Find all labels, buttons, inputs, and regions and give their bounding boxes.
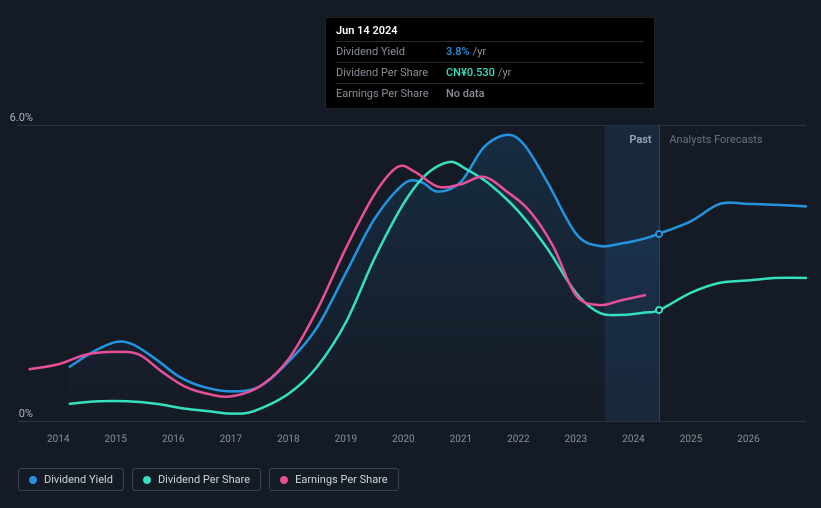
- tooltip-row-unit: /yr: [498, 65, 511, 81]
- x-axis-tick: 2024: [622, 434, 644, 445]
- x-axis-tick: 2018: [277, 434, 299, 445]
- tooltip-row-label: Dividend Yield: [336, 44, 446, 60]
- x-axis-tick: 2017: [220, 434, 242, 445]
- tooltip-row-value: CN¥0.530: [446, 65, 495, 81]
- x-axis-tick: 2015: [105, 434, 127, 445]
- legend-label: Earnings Per Share: [295, 473, 388, 486]
- legend-item-dividend_per_share[interactable]: Dividend Per Share: [132, 468, 261, 491]
- chart-plot-area[interactable]: [18, 125, 806, 421]
- chart-legend: Dividend Yield Dividend Per Share Earnings…: [18, 468, 399, 491]
- x-axis-tick: 2026: [737, 434, 759, 445]
- legend-item-earnings_per_share[interactable]: Earnings Per Share: [269, 468, 399, 491]
- chart-tooltip: Jun 14 2024 Dividend Yield3.8%/yrDividen…: [325, 17, 655, 109]
- legend-dot: [280, 476, 288, 484]
- tooltip-date: Jun 14 2024: [336, 24, 644, 37]
- series-marker-dividend_per_share: [655, 306, 663, 314]
- x-axis-tick: 2020: [392, 434, 414, 445]
- legend-dot: [143, 476, 151, 484]
- legend-dot: [29, 476, 37, 484]
- tooltip-row-value: No data: [446, 86, 485, 102]
- gridline-bottom: [18, 421, 806, 422]
- x-axis-tick: 2021: [450, 434, 472, 445]
- tooltip-row: Earnings Per ShareNo data: [336, 83, 644, 104]
- x-axis-tick: 2025: [680, 434, 702, 445]
- tooltip-row-label: Earnings Per Share: [336, 86, 446, 102]
- legend-label: Dividend Yield: [44, 473, 113, 486]
- x-axis-tick: 2019: [335, 434, 357, 445]
- x-axis-tick: 2022: [507, 434, 529, 445]
- y-axis-label-max: 6.0%: [10, 111, 33, 124]
- tooltip-row-value: 3.8%: [446, 44, 470, 60]
- legend-label: Dividend Per Share: [158, 473, 250, 486]
- series-marker-dividend_yield: [655, 230, 663, 238]
- dividend-chart: 6.0% 0% 20142015201620172018201920202021…: [0, 0, 821, 508]
- tooltip-row-label: Dividend Per Share: [336, 65, 446, 81]
- x-axis-tick: 2023: [565, 434, 587, 445]
- legend-item-dividend_yield[interactable]: Dividend Yield: [18, 468, 124, 491]
- tooltip-row-unit: /yr: [473, 44, 486, 60]
- x-axis-tick: 2014: [47, 434, 69, 445]
- tooltip-row: Dividend Per ShareCN¥0.530/yr: [336, 62, 644, 83]
- x-axis-tick: 2016: [162, 434, 184, 445]
- tooltip-row: Dividend Yield3.8%/yr: [336, 41, 644, 62]
